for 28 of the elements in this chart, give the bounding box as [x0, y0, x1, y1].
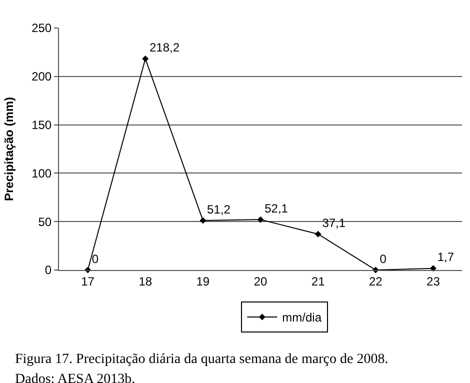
- x-tick-label: 20: [254, 274, 268, 288]
- x-tick-label: 18: [138, 274, 152, 288]
- point: [430, 265, 436, 272]
- point: [142, 56, 149, 62]
- data-label: 218,2: [149, 40, 180, 55]
- point: [257, 216, 264, 223]
- y-tick-label: 50: [38, 214, 52, 229]
- point: [314, 230, 322, 238]
- x-tick-label: 19: [196, 274, 210, 288]
- data-label: 0: [380, 252, 387, 266]
- y-tick-label: 250: [32, 21, 52, 36]
- y-tick-label: 150: [32, 118, 52, 132]
- x-tick-label: 21: [311, 274, 326, 288]
- x-tick-label: 17: [81, 274, 95, 288]
- data-label: 51,2: [207, 202, 231, 216]
- y-tick-label: 200: [32, 70, 52, 84]
- data-label: 0: [92, 252, 99, 266]
- y-tick-label: 100: [32, 166, 52, 180]
- x-tick-label: 22: [368, 274, 383, 288]
- data-label: 1,7: [437, 250, 454, 264]
- y-tick-label: 0: [44, 263, 52, 278]
- legend-label: mm/dia: [282, 310, 322, 325]
- point: [200, 217, 206, 224]
- text: Figura 17. Precipitação diária da quarta semana de março de 2008.: [15, 352, 388, 367]
- data-label: 52,1: [264, 201, 288, 216]
- x-tick-label: 23: [426, 274, 440, 288]
- text: Dados: AESA 2013b.: [15, 372, 136, 383]
- y-axis-title: Precipitação (mm): [2, 96, 16, 202]
